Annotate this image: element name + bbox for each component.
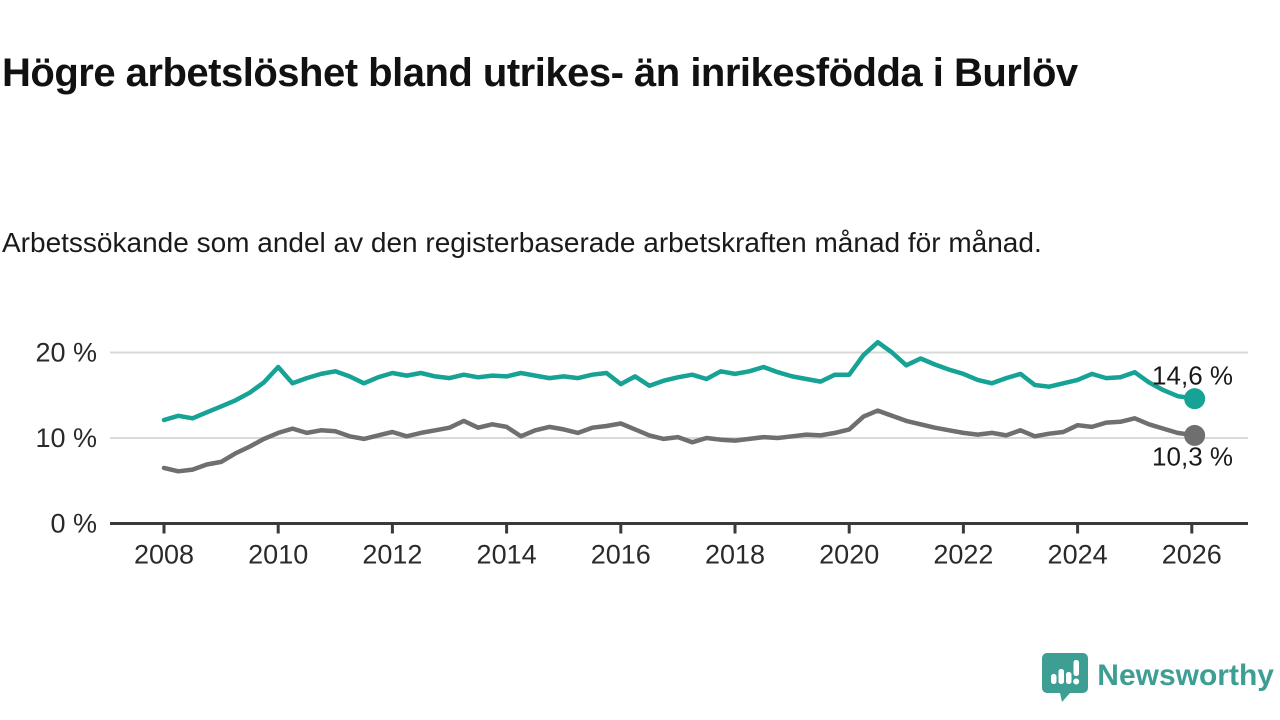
speech-bubble-shape <box>1042 653 1089 702</box>
x-tick-label: 2010 <box>248 540 308 570</box>
end-value-label-utlandsfodda: 14,6 % <box>1152 361 1233 391</box>
bar-chart-speech-bubble-icon <box>1042 653 1089 702</box>
exclamation-dot <box>1073 678 1080 685</box>
chart-subtitle: Arbetssökande som andel av den registerb… <box>2 227 1042 258</box>
chart-canvas: 0 % 10 % 20 % 2008 2010 2012 2014 2016 2018 2020… <box>35 338 1248 720</box>
y-tick-label: 10 % <box>35 423 97 453</box>
bar-2 <box>1058 669 1065 684</box>
x-tick-label: 2014 <box>477 540 537 570</box>
series-lines <box>161 339 1197 474</box>
y-tick-labels: 0 % 10 % 20 % <box>35 338 97 539</box>
x-tick-label: 2024 <box>1048 540 1108 570</box>
x-tick-label: 2012 <box>362 540 422 570</box>
page-title: Högre arbetslöshet bland utrikes- än inr… <box>2 50 1078 95</box>
x-tick-label: 2026 <box>1162 540 1222 570</box>
end-value-label-total: 10,3 % <box>1152 441 1233 471</box>
x-tick-label: 2008 <box>134 540 194 570</box>
end-dot-total <box>1184 424 1206 446</box>
x-tick-label: 2016 <box>591 540 651 570</box>
y-tick-label: 20 % <box>35 338 97 368</box>
x-tick-label: 2020 <box>819 540 879 570</box>
series-annotations: Utlandsfödda14,6 %Total arbetslöshet10,3… <box>414 361 1233 720</box>
x-axis <box>110 522 1248 534</box>
series-line-utlandsfodda <box>161 339 1197 423</box>
y-tick-label: 0 % <box>50 509 97 539</box>
line-chart: 0 % 10 % 20 % 2008 2010 2012 2014 2016 2018 2020… <box>0 300 1280 720</box>
newsworthy-logo: Newsworthy <box>1042 650 1274 702</box>
x-tick-labels: 2008 2010 2012 2014 2016 2018 2020 2022 2024 2026 <box>134 540 1222 570</box>
bar-1 <box>1051 674 1057 684</box>
x-tick-label: 2022 <box>933 540 993 570</box>
exclamation-bar <box>1073 660 1080 676</box>
x-tick-label: 2018 <box>705 540 765 570</box>
bar-3 <box>1066 672 1072 684</box>
series-line-total <box>161 408 1197 474</box>
end-dot-utlandsfodda <box>1184 388 1206 410</box>
brand-wordmark: Newsworthy <box>1097 659 1274 692</box>
